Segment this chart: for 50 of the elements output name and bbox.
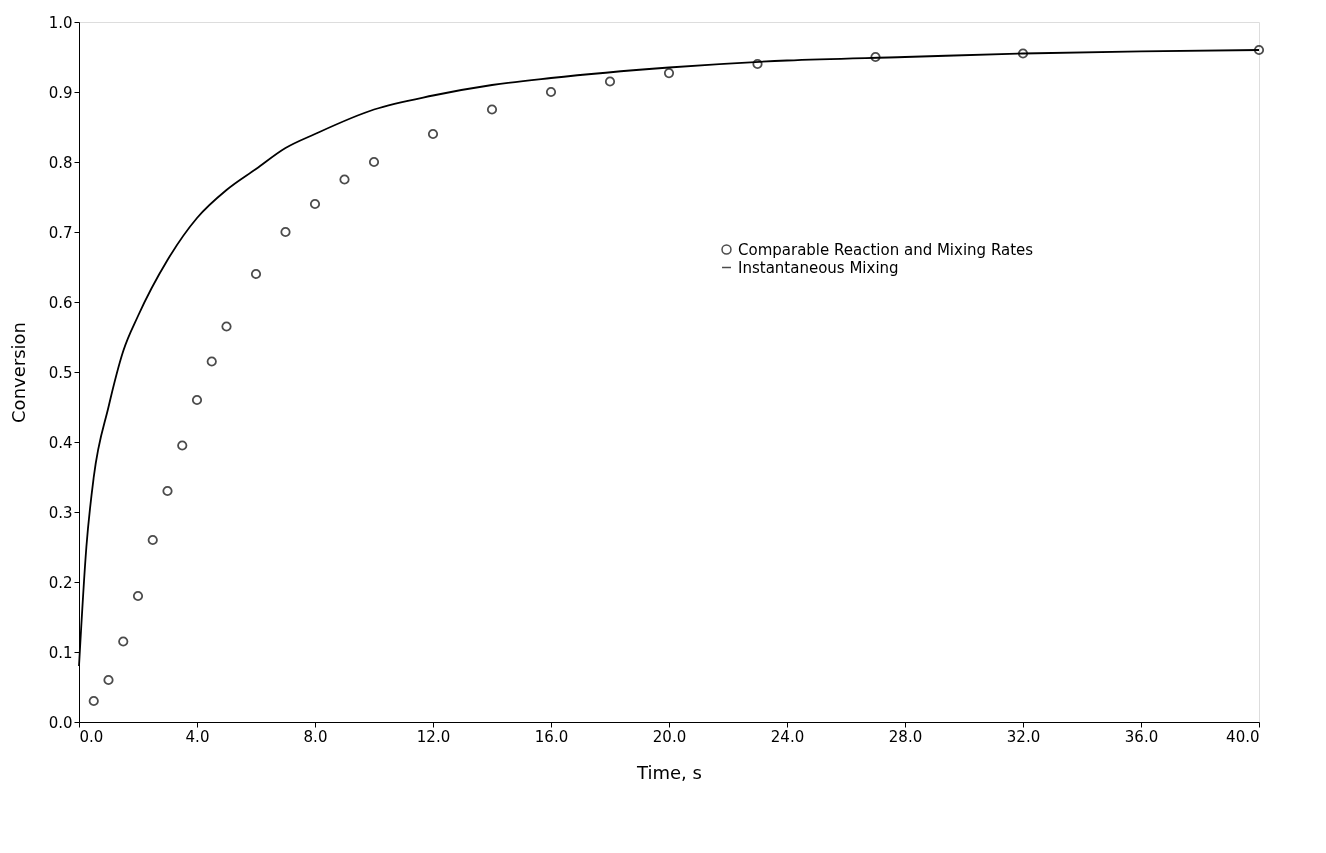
point	[870, 51, 881, 63]
point	[604, 76, 616, 87]
x-tick-label: 8.0	[303, 727, 328, 746]
point	[663, 68, 675, 79]
point	[339, 174, 350, 185]
point	[427, 128, 439, 140]
point	[1253, 44, 1265, 56]
y-tick-label: 0.4	[48, 433, 73, 452]
point	[280, 226, 291, 238]
point	[162, 485, 173, 497]
point	[191, 394, 203, 406]
y-tick-label: 0.1	[48, 643, 73, 662]
point	[221, 321, 232, 332]
point	[545, 86, 557, 98]
x-tick-label: 32.0	[1006, 727, 1041, 746]
y-axis-title: Conversion	[7, 322, 29, 423]
x-tick-label: 40.0	[1226, 727, 1260, 746]
point	[147, 534, 158, 546]
x-tick-label: 36.0	[1124, 727, 1159, 746]
point	[250, 268, 262, 280]
legend-label: Comparable Reaction and Mixing Rates	[738, 240, 1034, 259]
point	[486, 104, 498, 115]
legend-label: Instantaneous Mixing	[738, 258, 899, 277]
x-axis-title: Time, s	[636, 761, 702, 783]
point	[88, 695, 99, 707]
y-tick-label: 0.2	[48, 573, 73, 592]
point	[309, 198, 321, 210]
y-tick-label: 0.3	[48, 503, 73, 522]
x-tick-label: 0.0	[79, 727, 104, 746]
y-tick-label: 0.0	[48, 713, 73, 732]
y-tick-label: 0.6	[48, 293, 73, 312]
point	[177, 440, 188, 451]
y-tick-label: 0.5	[48, 363, 73, 382]
y-tick-label: 0.9	[48, 83, 73, 102]
x-tick-label: 24.0	[770, 727, 805, 746]
point	[103, 674, 114, 686]
point	[206, 356, 217, 367]
y-tick-label: 0.8	[48, 153, 73, 172]
x-tick-label: 20.0	[652, 727, 687, 746]
point	[132, 590, 144, 602]
y-tick-label: 1.0	[48, 13, 73, 32]
x-tick-label: 4.0	[185, 727, 210, 746]
point	[368, 156, 380, 168]
point	[752, 58, 763, 70]
point	[118, 636, 129, 647]
x-tick-label: 16.0	[534, 727, 569, 746]
x-tick-label: 28.0	[888, 727, 923, 746]
x-tick-label: 12.0	[416, 727, 451, 746]
point	[1017, 48, 1029, 59]
y-tick-label: 0.7	[48, 223, 73, 242]
